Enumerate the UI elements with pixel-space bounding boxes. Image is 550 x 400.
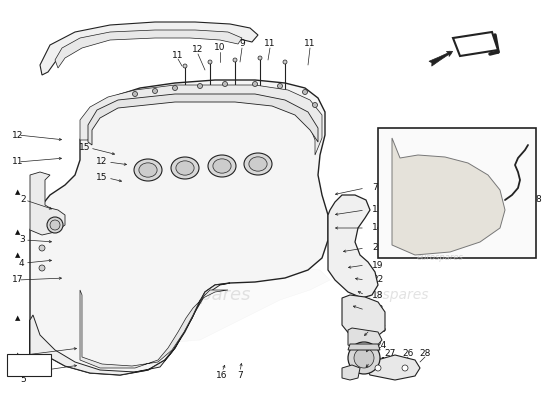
Ellipse shape xyxy=(134,159,162,181)
Text: 10: 10 xyxy=(214,44,225,52)
Text: 19: 19 xyxy=(372,260,383,270)
FancyBboxPatch shape xyxy=(7,354,51,376)
Text: 17: 17 xyxy=(12,276,24,284)
Circle shape xyxy=(252,82,257,86)
Text: 22: 22 xyxy=(372,276,383,284)
Text: 28: 28 xyxy=(419,348,431,358)
Text: 25: 25 xyxy=(375,326,386,334)
Polygon shape xyxy=(453,32,498,56)
Circle shape xyxy=(183,64,187,68)
Circle shape xyxy=(133,92,138,96)
Polygon shape xyxy=(392,138,505,255)
Text: 24: 24 xyxy=(375,340,386,350)
Ellipse shape xyxy=(249,157,267,171)
Polygon shape xyxy=(70,220,330,345)
Circle shape xyxy=(223,82,228,86)
Polygon shape xyxy=(30,80,328,375)
Polygon shape xyxy=(348,328,382,350)
Text: ▲= 1: ▲= 1 xyxy=(15,362,38,370)
Text: 11: 11 xyxy=(12,158,24,166)
Text: 23: 23 xyxy=(372,306,383,314)
Circle shape xyxy=(152,88,157,94)
Text: 7: 7 xyxy=(372,184,378,192)
Polygon shape xyxy=(342,295,385,340)
Circle shape xyxy=(302,90,307,94)
Text: 9: 9 xyxy=(239,40,245,48)
Text: 12: 12 xyxy=(192,46,204,54)
Text: 11: 11 xyxy=(264,40,276,48)
Circle shape xyxy=(233,58,237,62)
Circle shape xyxy=(197,84,202,88)
Circle shape xyxy=(50,220,60,230)
Text: ▲: ▲ xyxy=(15,229,20,235)
Polygon shape xyxy=(328,195,378,298)
Polygon shape xyxy=(40,22,258,75)
Ellipse shape xyxy=(171,157,199,179)
Ellipse shape xyxy=(244,153,272,175)
Text: 11: 11 xyxy=(304,40,316,48)
Polygon shape xyxy=(342,365,360,380)
Text: 13: 13 xyxy=(372,206,383,214)
Text: 3: 3 xyxy=(19,236,25,244)
Text: 15: 15 xyxy=(79,144,91,152)
Text: 18: 18 xyxy=(372,290,383,300)
Text: 4: 4 xyxy=(19,258,25,268)
Text: 6: 6 xyxy=(20,358,26,366)
Text: ▲: ▲ xyxy=(15,315,20,321)
Polygon shape xyxy=(30,283,230,375)
Circle shape xyxy=(348,342,380,374)
Text: 12: 12 xyxy=(12,130,23,140)
Text: 12: 12 xyxy=(96,158,108,166)
Circle shape xyxy=(312,102,317,108)
Polygon shape xyxy=(88,94,318,145)
Circle shape xyxy=(258,56,262,60)
Polygon shape xyxy=(80,290,228,368)
Text: 15: 15 xyxy=(96,174,108,182)
Text: 7: 7 xyxy=(237,372,243,380)
Text: ▲: ▲ xyxy=(15,252,20,258)
Circle shape xyxy=(402,365,408,371)
Circle shape xyxy=(278,84,283,88)
Polygon shape xyxy=(348,344,380,350)
Circle shape xyxy=(375,365,381,371)
Circle shape xyxy=(39,245,45,251)
Ellipse shape xyxy=(208,155,236,177)
Text: 14: 14 xyxy=(372,224,383,232)
Text: 2: 2 xyxy=(20,196,26,204)
Text: 21: 21 xyxy=(375,358,386,366)
Text: eurospares: eurospares xyxy=(351,288,429,302)
Circle shape xyxy=(173,86,178,90)
Text: eurospares: eurospares xyxy=(150,286,250,304)
Text: 11: 11 xyxy=(172,50,184,60)
Ellipse shape xyxy=(176,161,194,175)
Circle shape xyxy=(47,217,63,233)
Text: ▲: ▲ xyxy=(15,189,20,195)
Circle shape xyxy=(208,60,212,64)
Text: 26: 26 xyxy=(402,348,414,358)
Text: ▲: ▲ xyxy=(15,352,20,358)
Polygon shape xyxy=(366,355,420,380)
Text: 27: 27 xyxy=(384,348,395,358)
FancyBboxPatch shape xyxy=(378,128,536,258)
Text: ▲: ▲ xyxy=(15,370,20,376)
Polygon shape xyxy=(80,85,322,155)
Text: 8: 8 xyxy=(535,196,541,204)
Circle shape xyxy=(283,60,287,64)
Circle shape xyxy=(39,265,45,271)
Polygon shape xyxy=(30,172,65,235)
Text: eurospares: eurospares xyxy=(416,254,464,262)
Text: 5: 5 xyxy=(20,376,26,384)
Ellipse shape xyxy=(213,159,231,173)
Ellipse shape xyxy=(139,163,157,177)
Text: 16: 16 xyxy=(216,372,228,380)
Polygon shape xyxy=(55,30,242,68)
Circle shape xyxy=(354,348,374,368)
Text: 20: 20 xyxy=(372,244,383,252)
